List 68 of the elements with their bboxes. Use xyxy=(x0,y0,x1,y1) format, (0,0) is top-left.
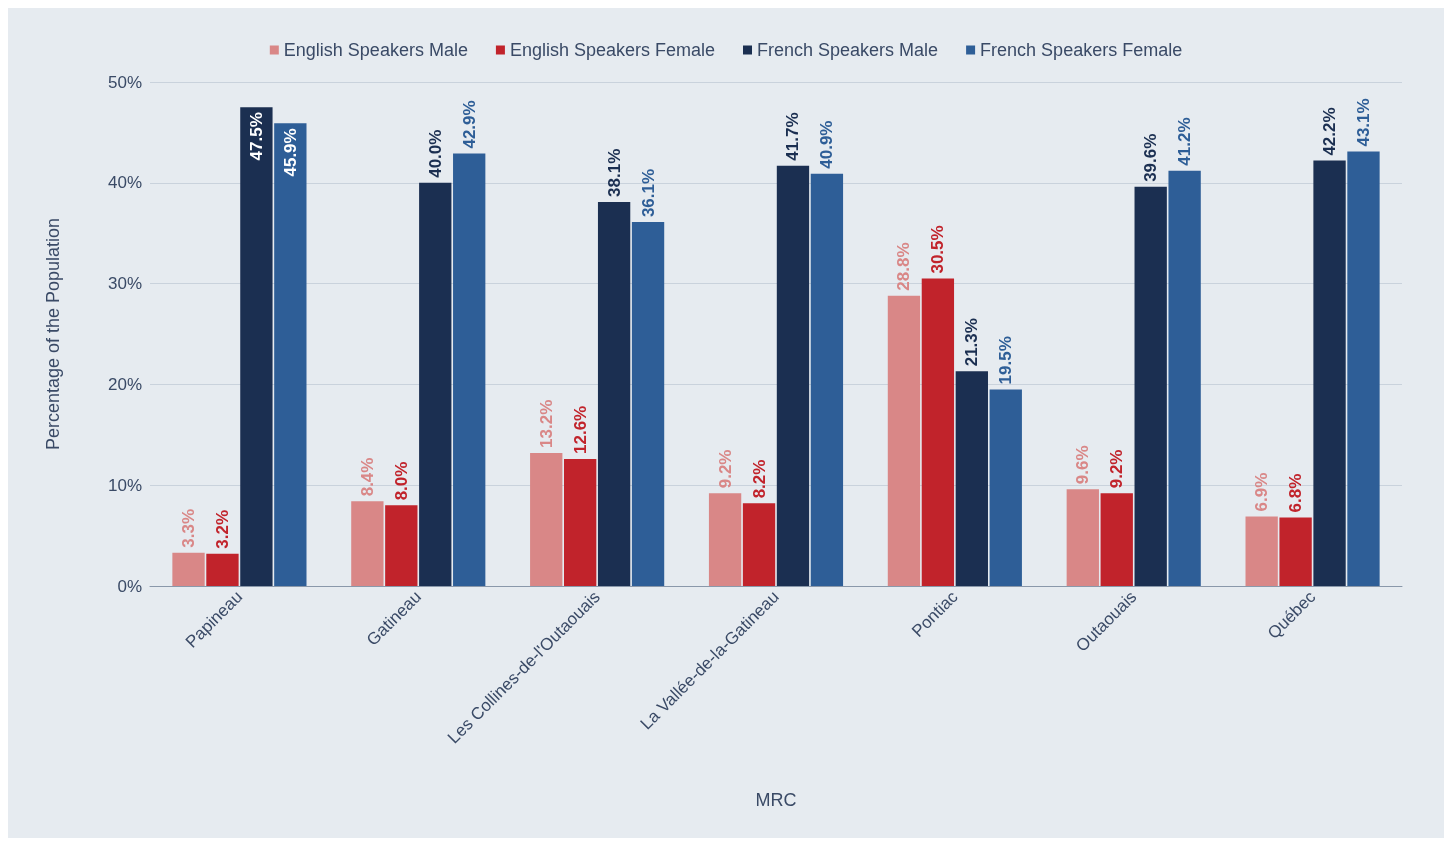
data-label: 30.5% xyxy=(928,225,948,274)
data-label: 42.9% xyxy=(459,100,479,149)
bar xyxy=(453,153,486,586)
bar xyxy=(1347,151,1380,586)
bar xyxy=(240,107,273,586)
legend-label: French Speakers Male xyxy=(757,40,939,60)
bar xyxy=(274,123,307,586)
y-tick-label: 30% xyxy=(107,274,142,294)
bar xyxy=(172,552,205,586)
data-label: 8.2% xyxy=(749,459,769,499)
data-label: 43.1% xyxy=(1353,98,1373,147)
data-label: 36.1% xyxy=(638,168,658,218)
bar xyxy=(989,389,1022,586)
y-axis-title: Percentage of the Population xyxy=(43,217,63,451)
bar xyxy=(1279,517,1312,586)
data-label: 13.2% xyxy=(536,399,556,448)
bar xyxy=(955,371,988,586)
bar xyxy=(530,452,563,586)
bar xyxy=(742,503,776,586)
bar xyxy=(1066,489,1099,586)
data-label: 42.2% xyxy=(1320,107,1340,156)
bar xyxy=(351,501,384,586)
data-label: 8.4% xyxy=(357,457,377,497)
data-label: 12.6% xyxy=(570,405,590,454)
y-tick-label: 10% xyxy=(107,475,142,495)
data-label: 40.0% xyxy=(425,129,445,178)
data-label: 40.9% xyxy=(817,120,837,169)
bar xyxy=(921,278,955,586)
data-label: 9.2% xyxy=(715,449,735,489)
data-label: 6.8% xyxy=(1286,473,1306,513)
bar xyxy=(631,222,665,586)
bar xyxy=(1313,160,1346,586)
legend-label: French Speakers Female xyxy=(980,40,1183,60)
data-label: 9.2% xyxy=(1107,449,1127,489)
bar xyxy=(1245,516,1278,586)
data-label: 3.3% xyxy=(179,508,199,548)
bar xyxy=(564,458,597,586)
data-label: 21.3% xyxy=(962,318,982,367)
y-tick-label: 40% xyxy=(107,173,142,193)
data-label: 28.8% xyxy=(894,242,914,291)
bar xyxy=(776,165,810,586)
x-axis-title: MRC xyxy=(755,790,797,810)
legend-label: English Speakers Female xyxy=(509,40,716,60)
data-label: 41.2% xyxy=(1175,117,1195,166)
data-label: 39.6% xyxy=(1141,133,1161,182)
data-label: 47.5% xyxy=(246,112,266,161)
bar xyxy=(708,493,742,586)
data-label: 6.9% xyxy=(1252,472,1272,512)
legend-label: English Speakers Male xyxy=(283,40,468,60)
bar xyxy=(1168,170,1201,586)
bar xyxy=(419,182,452,586)
y-tick-label: 20% xyxy=(107,374,142,394)
bar xyxy=(1134,186,1167,586)
data-label: 3.2% xyxy=(212,509,232,549)
y-tick-label: 0% xyxy=(117,576,142,596)
bar xyxy=(597,201,631,586)
bar xyxy=(887,295,921,586)
data-label: 38.1% xyxy=(604,148,624,197)
data-label: 8.0% xyxy=(391,461,411,501)
data-label: 41.7% xyxy=(783,112,803,161)
bar xyxy=(1100,493,1133,586)
data-label: 19.5% xyxy=(996,336,1016,385)
data-label: 9.6% xyxy=(1073,445,1093,485)
bar xyxy=(206,553,239,586)
bar xyxy=(810,173,844,586)
bar xyxy=(385,505,418,586)
y-tick-label: 50% xyxy=(107,72,142,92)
data-label: 45.9% xyxy=(280,128,300,177)
